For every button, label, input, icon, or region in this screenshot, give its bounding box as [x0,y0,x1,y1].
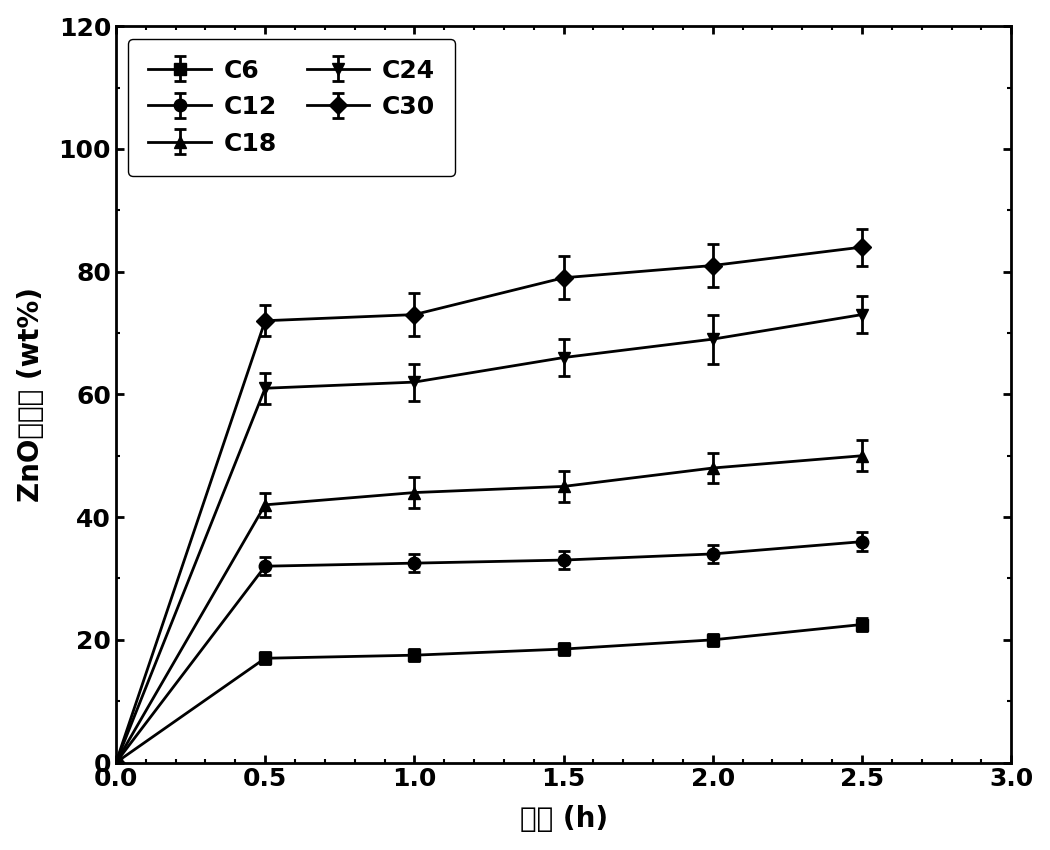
X-axis label: 时间 (h): 时间 (h) [520,805,608,833]
Legend: C6, C12, C18, C24, C30: C6, C12, C18, C24, C30 [128,38,455,176]
Y-axis label: ZnO洗脱率 (wt%): ZnO洗脱率 (wt%) [17,287,45,502]
